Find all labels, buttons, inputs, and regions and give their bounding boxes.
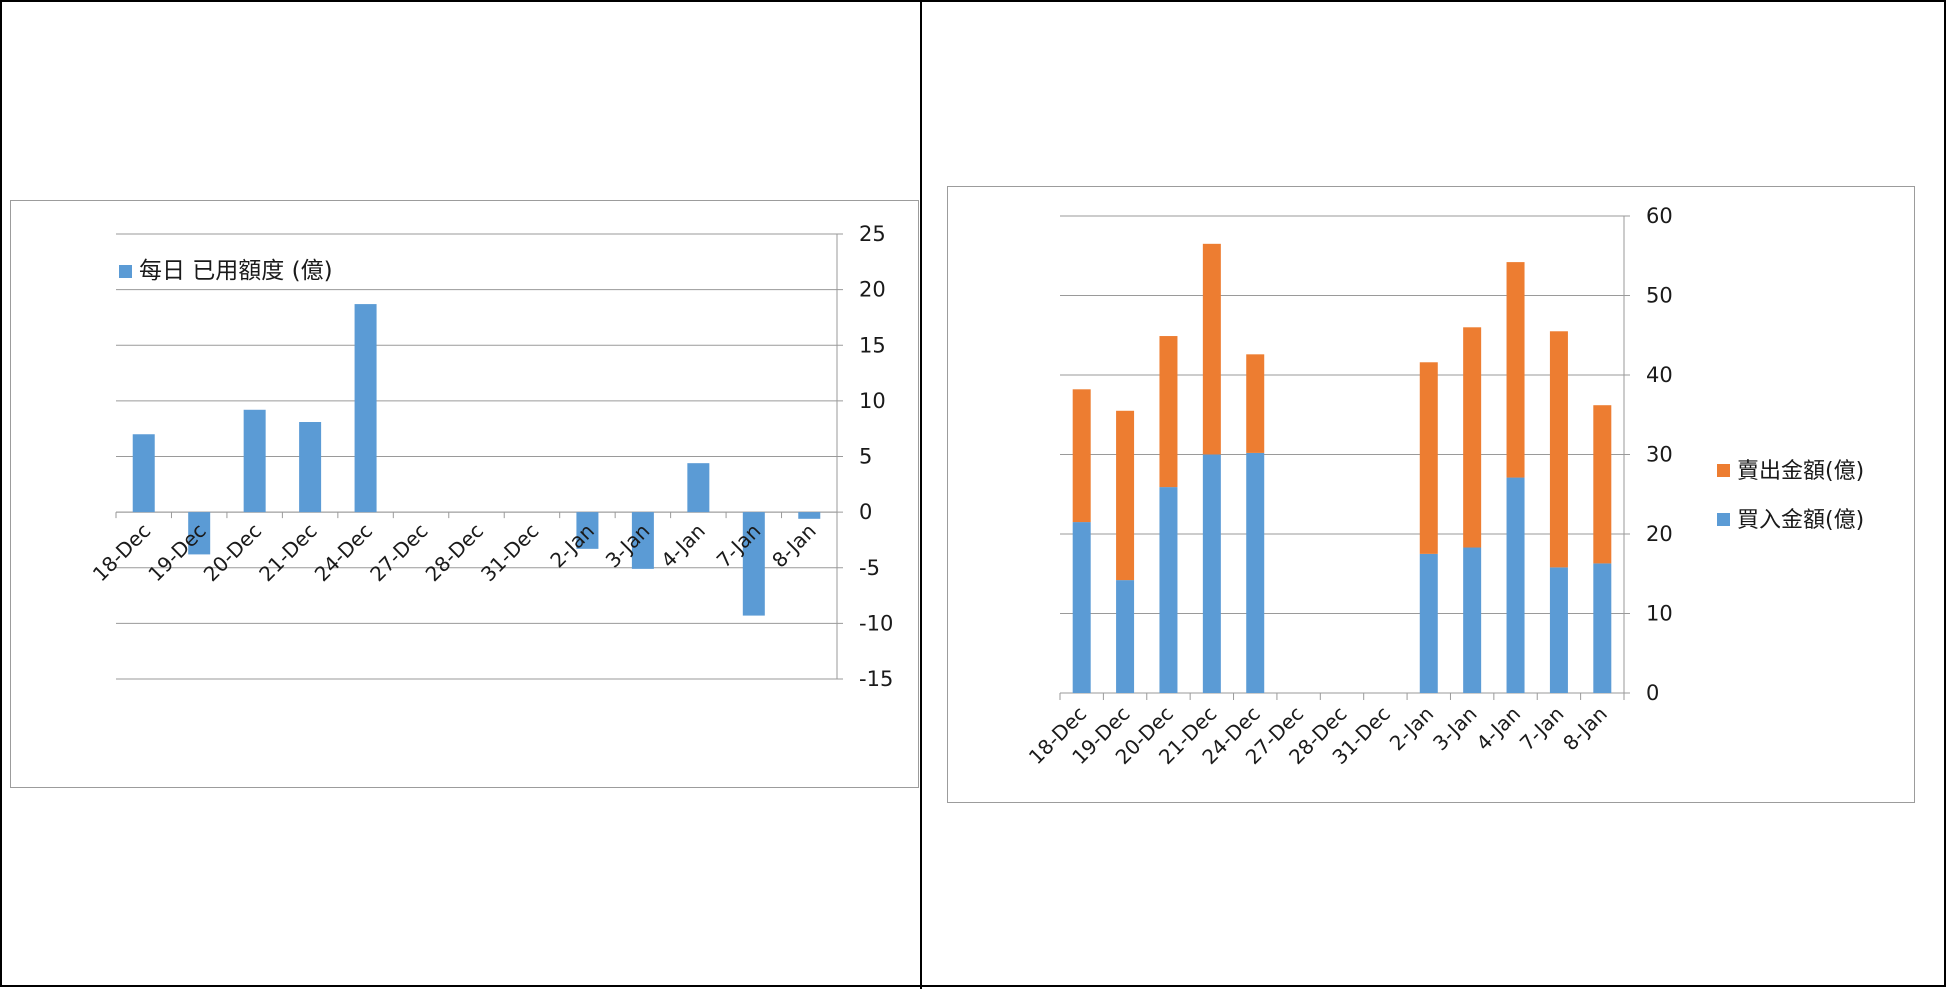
y-tick-label: 0 — [859, 500, 872, 524]
sell-bar-8-Jan — [1593, 405, 1612, 564]
legend-label-buy: 買入金額(億) — [1737, 508, 1864, 533]
buy-bar-3-Jan — [1463, 547, 1482, 693]
sell-bar-4-Jan — [1506, 262, 1525, 478]
bar-20-Dec — [243, 409, 266, 513]
x-tick-label: 4-Jan — [656, 519, 710, 573]
bar-4-Jan — [687, 463, 710, 513]
x-tick-label: 7-Jan — [1515, 702, 1569, 756]
legend-swatch-sell — [1717, 464, 1730, 477]
y-tick-label: 25 — [859, 222, 886, 246]
x-tick-label: 18-Dec — [88, 519, 155, 586]
legend-swatch — [119, 265, 132, 278]
buy-sell-chart-svg: 605040302010018-Dec19-Dec20-Dec21-Dec24-… — [1024, 204, 1864, 769]
daily-quota-chart: 25 20 15 10 5 0 -5 -10 -15 18-Dec 19-Dec 20-Dec 21-D… — [10, 200, 919, 788]
sell-bar-2-Jan — [1419, 362, 1438, 554]
bar-7-Jan — [742, 512, 765, 616]
buy-bar-4-Jan — [1506, 477, 1525, 693]
buy-bar-7-Jan — [1549, 567, 1568, 693]
buy-bar-21-Dec — [1202, 454, 1221, 693]
buy-bar-2-Jan — [1419, 553, 1438, 693]
legend-swatch-buy — [1717, 513, 1730, 526]
x-tick-label: 2-Jan — [1385, 702, 1439, 756]
column-divider — [920, 0, 922, 989]
y-tick-label: 15 — [859, 333, 886, 357]
bar-21-Dec — [299, 422, 322, 513]
x-tick-label: 3-Jan — [1428, 702, 1482, 756]
sell-bar-21-Dec — [1202, 243, 1221, 455]
x-tick-label: 27-Dec — [365, 519, 432, 586]
buy-bar-24-Dec — [1246, 452, 1265, 693]
buy-sell-chart: 60 50 40 30 20 10 0 18-Dec 19-Dec 20-Dec 21-Dec 24-… — [947, 186, 1915, 803]
sell-bar-24-Dec — [1246, 354, 1265, 453]
y-tick-label: 20 — [859, 278, 886, 302]
y-tick-label: 5 — [859, 445, 872, 469]
y-tick-label: 40 — [1646, 363, 1673, 387]
y-tick-label: 30 — [1646, 443, 1673, 467]
y-tick-label: -15 — [859, 667, 893, 691]
x-tick-label: 8-Jan — [767, 519, 821, 573]
bar-3-Jan — [631, 512, 654, 569]
x-tick-label: 28-Dec — [421, 519, 488, 586]
y-tick-label: 10 — [859, 389, 886, 413]
y-tick-label: 50 — [1646, 284, 1673, 308]
sell-bar-7-Jan — [1549, 331, 1568, 568]
sell-bar-18-Dec — [1072, 389, 1091, 523]
daily-quota-chart-svg: 2520151050-5-10-1518-Dec19-Dec20-Dec21-D… — [88, 222, 893, 691]
x-tick-label: 21-Dec — [254, 519, 321, 586]
sell-bar-19-Dec — [1116, 410, 1135, 581]
bar-18-Dec — [132, 434, 155, 513]
y-tick-label: 20 — [1646, 522, 1673, 546]
buy-bar-8-Jan — [1593, 563, 1612, 693]
buy-bar-20-Dec — [1159, 487, 1178, 693]
x-tick-label: 4-Jan — [1471, 702, 1525, 756]
legend-label-sell: 賣出金額(億) — [1737, 459, 1864, 484]
buy-bar-18-Dec — [1072, 522, 1091, 693]
y-tick-label: 0 — [1646, 681, 1659, 705]
y-tick-label: 10 — [1646, 602, 1673, 626]
sell-bar-3-Jan — [1463, 327, 1482, 548]
buy-bar-19-Dec — [1116, 580, 1135, 693]
legend-label: 每日 已用額度 (億) — [139, 258, 333, 284]
x-tick-label: 31-Dec — [476, 519, 543, 586]
bar-24-Dec — [354, 304, 377, 513]
bar-19-Dec — [188, 512, 211, 555]
y-tick-label: -5 — [859, 556, 880, 580]
bar-8-Jan — [798, 512, 821, 519]
y-tick-label: -10 — [859, 611, 893, 635]
x-tick-label: 24-Dec — [310, 519, 377, 586]
sell-bar-20-Dec — [1159, 336, 1178, 488]
bar-2-Jan — [576, 512, 599, 549]
x-tick-label: 8-Jan — [1558, 702, 1612, 756]
y-tick-label: 60 — [1646, 204, 1673, 228]
